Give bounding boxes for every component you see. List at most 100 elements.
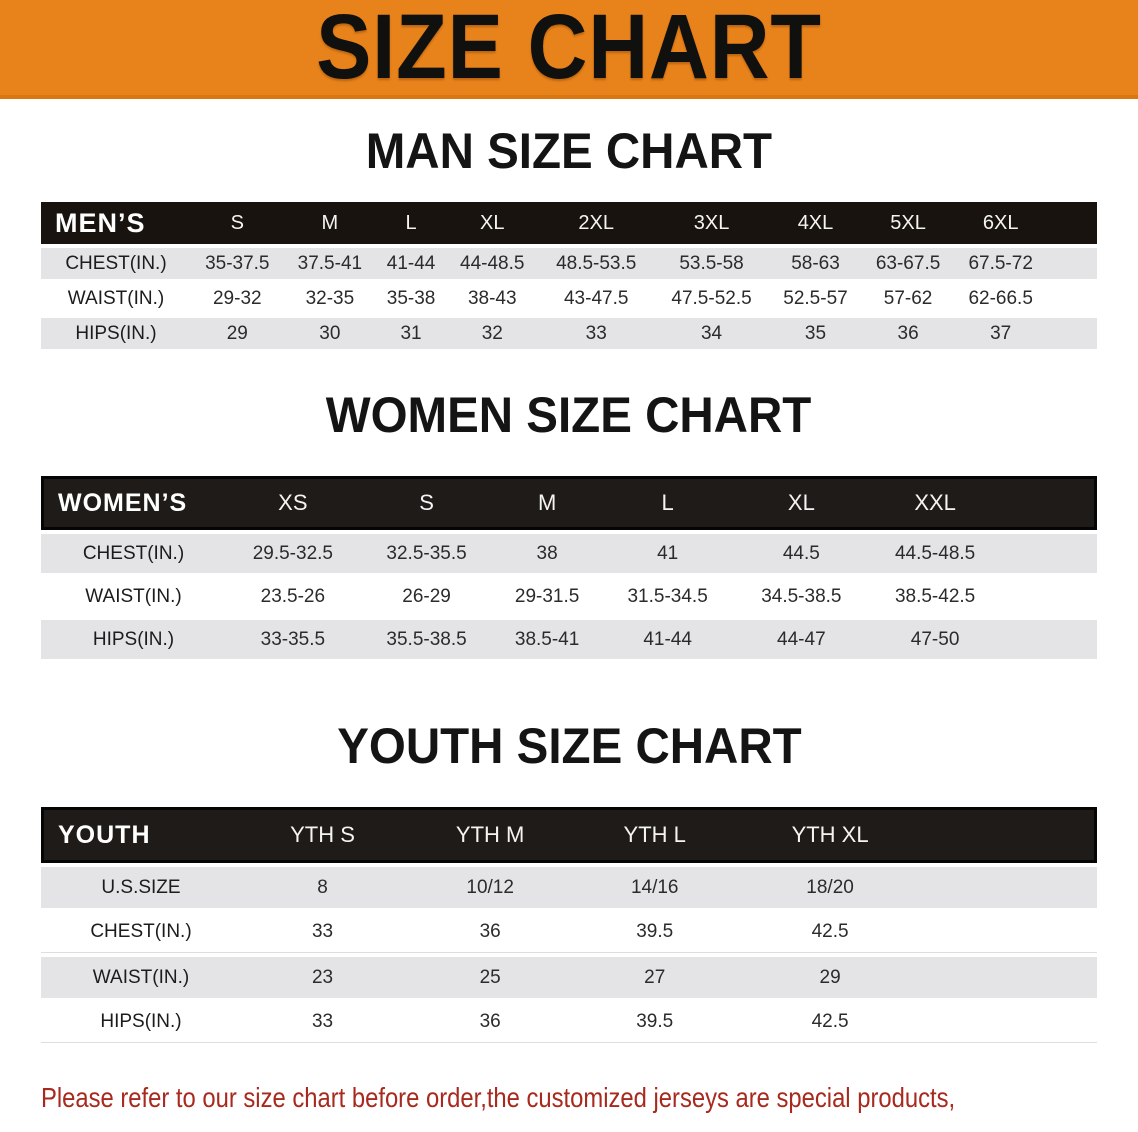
spacer: [927, 867, 1097, 908]
men-corner-label: MEN’S: [41, 202, 191, 244]
men-size-value: 62-66.5: [968, 287, 1033, 309]
women-measure-row: HIPS(IN.) 33-35.5 35.5-38.5 38.5-41 41-44 44-…: [41, 620, 1097, 659]
men-size-column-header: XL: [445, 202, 539, 244]
youth-section-heading: YOUTH SIZE CHART: [41, 720, 1097, 785]
men-size-value: 43-47.5: [563, 287, 629, 309]
youth-row-label: HIPS(IN.): [41, 1002, 241, 1043]
men-section-heading-text: MAN SIZE CHART: [365, 123, 773, 179]
men-size-table: MEN’S S M L XL 2XL 3XL 4XL 5XL 6XL CHEST(IN.) 35-37…: [41, 198, 1097, 353]
men-size-value: 35: [769, 318, 862, 349]
men-size-value: 35-38: [386, 287, 436, 309]
youth-size-value: 42.5: [733, 1002, 927, 1043]
youth-row-label: U.S.SIZE: [41, 867, 241, 908]
women-size-value: 41-44: [600, 620, 735, 659]
men-size-value: 41-44: [376, 248, 446, 279]
men-size-value: 58-63: [769, 248, 862, 279]
youth-size-column-header: YTH XL: [733, 807, 927, 863]
men-size-value: 36: [861, 318, 955, 349]
women-size-value: 23.5-26: [260, 585, 326, 607]
size-chart-banner: SIZE CHART: [0, 0, 1138, 99]
men-size-value: 63-67.5: [861, 248, 955, 279]
spacer: [927, 807, 1097, 863]
men-size-value: 38-43: [467, 287, 517, 309]
women-size-column-header: XS: [226, 476, 360, 530]
spacer: [1047, 248, 1097, 279]
spacer: [1002, 476, 1097, 530]
men-size-column-header: 4XL: [769, 202, 862, 244]
women-size-value: 44.5: [734, 534, 869, 573]
women-section-heading: WOMEN SIZE CHART: [41, 389, 1097, 454]
men-size-value: 67.5-72: [954, 248, 1047, 279]
men-size-value: 37.5-41: [283, 248, 377, 279]
women-size-column-header: XXL: [868, 476, 1002, 530]
youth-size-column-header: YTH L: [576, 807, 734, 863]
youth-size-value: 42.5: [733, 912, 927, 953]
men-size-column-header: S: [191, 202, 284, 244]
spacer: [1047, 202, 1097, 244]
women-size-value: 29-31.5: [514, 585, 580, 607]
women-size-value: 47-50: [868, 620, 1002, 659]
youth-section-heading-text: YOUTH SIZE CHART: [336, 718, 802, 774]
youth-measure-row: HIPS(IN.) 33 36 39.5 42.5: [41, 1002, 1097, 1043]
youth-measure-row: CHEST(IN.) 33 36 39.5 42.5: [41, 912, 1097, 953]
youth-size-value: 33: [241, 1002, 405, 1043]
youth-corner-label: YOUTH: [41, 807, 241, 863]
women-size-column-header: L: [600, 476, 735, 530]
men-size-value: 34: [653, 318, 770, 349]
youth-row-label: CHEST(IN.): [41, 912, 241, 953]
men-size-value: 47.5-52.5: [671, 287, 752, 309]
men-row-label: CHEST(IN.): [41, 248, 191, 279]
spacer: [1002, 534, 1097, 573]
youth-measure-row: U.S.SIZE 8 10/12 14/16 18/20: [41, 867, 1097, 908]
men-size-value: 30: [283, 318, 377, 349]
men-size-value: 31: [376, 318, 446, 349]
women-size-value: 33-35.5: [226, 620, 360, 659]
disclaimer-line-2: we don't accept cancel, change, teturn o…: [41, 1126, 1097, 1132]
women-measure-row: CHEST(IN.) 29.5-32.5 32.5-35.5 38 41 44.5 44.5…: [41, 534, 1097, 573]
men-size-value: 53.5-58: [653, 248, 770, 279]
women-size-value: 44-47: [734, 620, 869, 659]
men-row-label: HIPS(IN.): [41, 318, 191, 349]
women-row-label: CHEST(IN.): [41, 534, 226, 573]
men-size-value: 35-37.5: [191, 248, 284, 279]
spacer: [927, 957, 1097, 998]
men-size-value: 57-62: [883, 287, 933, 309]
youth-size-value: 33: [241, 912, 405, 953]
spacer: [1047, 318, 1097, 349]
youth-size-value: 8: [241, 867, 405, 908]
men-size-value: 37: [954, 318, 1047, 349]
women-header-row: WOMEN’S XS S M L XL XXL: [41, 476, 1097, 530]
women-size-value: 38.5-42.5: [894, 585, 976, 607]
women-size-value: 32.5-35.5: [359, 534, 494, 573]
men-size-column-header: 6XL: [954, 202, 1047, 244]
women-size-column-header: XL: [734, 476, 869, 530]
youth-size-value: 36: [404, 912, 577, 953]
youth-size-value: 10/12: [404, 867, 577, 908]
men-size-value: 33: [538, 318, 654, 349]
spacer: [1002, 620, 1097, 659]
men-size-value: 29-32: [212, 287, 262, 309]
women-size-value: 29.5-32.5: [226, 534, 360, 573]
disclaimer-line-1: Please refer to our size chart before or…: [41, 1082, 956, 1113]
women-measure-row: WAIST(IN.) 23.5-26 26-29 29-31.5 31.5-34.5 34…: [41, 577, 1097, 616]
women-size-value: 38: [493, 534, 601, 573]
women-size-value: 31.5-34.5: [627, 585, 708, 607]
men-size-value: 52.5-57: [783, 287, 848, 309]
men-size-column-header: 2XL: [538, 202, 654, 244]
youth-size-value: 36: [404, 1002, 577, 1043]
youth-size-table: YOUTH YTH S YTH M YTH L YTH XL U.S.SIZE 8 10/12…: [41, 803, 1097, 1047]
women-row-label: WAIST(IN.): [85, 585, 182, 607]
men-size-column-header: M: [283, 202, 377, 244]
youth-size-value: 25: [404, 957, 577, 998]
men-measure-row: CHEST(IN.) 35-37.5 37.5-41 41-44 44-48.5 48.5…: [41, 248, 1097, 279]
women-corner-label: WOMEN’S: [41, 476, 226, 530]
men-size-column-header: 5XL: [861, 202, 955, 244]
men-section-heading: MAN SIZE CHART: [41, 125, 1097, 190]
youth-size-value: 23: [241, 957, 405, 998]
women-section-heading-text: WOMEN SIZE CHART: [326, 387, 812, 443]
women-row-label: HIPS(IN.): [41, 620, 226, 659]
youth-size-value: 14/16: [576, 867, 734, 908]
men-size-value: 48.5-53.5: [538, 248, 654, 279]
youth-size-value: 39.5: [576, 1002, 734, 1043]
women-size-column-header: S: [359, 476, 494, 530]
